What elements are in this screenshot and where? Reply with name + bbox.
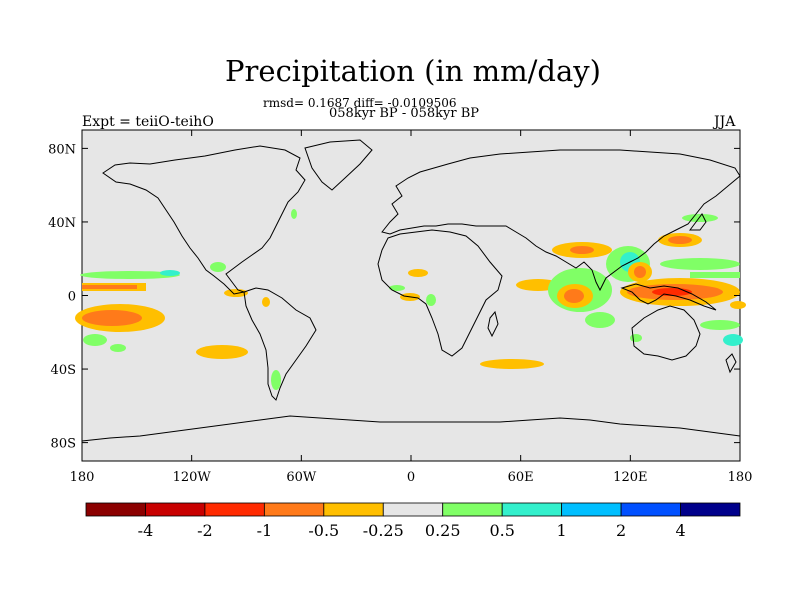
- colorbar-swatch: [442, 502, 503, 517]
- colorbar-swatch: [620, 502, 681, 517]
- lat-tick-label: 0: [68, 290, 76, 305]
- lat-tick-label: 80S: [51, 437, 76, 452]
- coast-australia: [631, 305, 701, 361]
- anomaly-positive-pacific-center: [160, 270, 180, 276]
- coast-madagascar: [487, 310, 499, 338]
- lat-tick-label: 40S: [51, 363, 76, 378]
- anomaly-positive-north-of-japan: [682, 214, 718, 222]
- colorbar-label: 0.25: [425, 521, 461, 540]
- colorbar-label: 4: [675, 521, 685, 540]
- coast-north-america: [102, 145, 306, 295]
- coast-eurasia: [381, 149, 741, 292]
- colorbar-label: -0.25: [363, 521, 404, 540]
- anomaly-negative-sahel: [408, 269, 428, 277]
- anomaly-negative-south-indian: [480, 359, 544, 369]
- anomaly-positive-coral-sea: [723, 334, 743, 346]
- lon-tick-label: 60W: [286, 470, 317, 485]
- anomaly-positive-north-pacific: [80, 271, 180, 279]
- coast-maritime-continent: [620, 283, 717, 311]
- anomaly-negative-south-atlantic-small: [262, 297, 270, 307]
- experiment-label: Expt = teiiO-teihO: [82, 114, 214, 130]
- anomaly-positive-south-west-pacific: [700, 320, 740, 330]
- lat-tick-label: 80N: [48, 142, 76, 157]
- colorbar-label: -1: [257, 521, 273, 540]
- anomaly-negative-southeast-pacific: [196, 345, 248, 359]
- anomaly-positive-west-africa: [426, 294, 436, 306]
- anomaly-positive-south-of-india: [585, 312, 615, 328]
- anomaly-positive-australia-west: [630, 334, 642, 342]
- anomaly-strong-negative-equatorial-pacific: [82, 285, 137, 289]
- coast-south-america: [243, 287, 317, 401]
- anomaly-positive-south-pacific: [83, 334, 107, 346]
- lon-tick-label: 120W: [173, 470, 212, 485]
- colorbar-swatch: [323, 502, 384, 517]
- colorbar-label: 1: [557, 521, 567, 540]
- colorbar: -4 -2 -1 -0.5 -0.25 0.25 0.5 1 2 4: [85, 502, 741, 540]
- anomaly-strong-negative-central-indian: [564, 289, 584, 303]
- anomaly-strong-negative-northwest-pacific: [668, 236, 692, 244]
- lon-tick-label: 0: [407, 470, 415, 485]
- colorbar-label: 0.5: [489, 521, 514, 540]
- anomaly-strong-negative-east-pacific: [82, 310, 142, 326]
- map-plot-area: [75, 129, 746, 462]
- colorbar-swatch: [85, 502, 146, 517]
- coast-antarctica: [81, 415, 741, 442]
- anomaly-positive-west-pacific-north: [660, 258, 740, 270]
- axis-ticks: 180 120W 60W 0 60E 120E 180 80N 40N 0 40S 80S: [48, 130, 752, 485]
- anomaly-positive-central-america: [210, 262, 226, 272]
- period-label: 058kyr BP - 058kyr BP: [329, 106, 480, 121]
- anomaly-positive-mid-atlantic: [389, 285, 405, 291]
- anomaly-negative-southwest-pacific: [730, 301, 746, 309]
- season-label: JJA: [714, 114, 736, 130]
- rmsd-diff-label: rmsd= 0.1687 diff= -0.0109506: [263, 96, 457, 110]
- colorbar-swatch: [680, 502, 741, 517]
- lon-tick-label: 120E: [613, 470, 647, 485]
- map-title: Precipitation (in mm/day): [225, 54, 601, 88]
- lon-tick-label: 180: [728, 470, 753, 485]
- colorbar-swatch: [501, 502, 563, 517]
- colorbar-swatch: [263, 502, 325, 517]
- colorbar-label: -0.5: [308, 521, 339, 540]
- lon-tick-label: 180: [70, 470, 95, 485]
- coast-japan: [689, 213, 707, 231]
- colorbar-label: -2: [197, 521, 213, 540]
- anomaly-positive-patagonia: [271, 370, 281, 390]
- colorbar-swatch: [561, 502, 622, 517]
- anomaly-positive-west-pacific-band: [690, 272, 740, 278]
- coast-africa: [377, 229, 503, 357]
- colorbar-swatch: [382, 502, 444, 517]
- coastlines: [81, 139, 741, 442]
- anomaly-positive-south-pacific-b: [110, 344, 126, 352]
- colorbar-swatch: [204, 502, 265, 517]
- anomaly-strong-negative-arabian-sea: [570, 246, 594, 254]
- anomaly-very-strong-negative-maritime: [652, 288, 692, 296]
- colorbar-swatch: [145, 502, 206, 517]
- anomaly-positive-north-america: [291, 209, 297, 219]
- lon-tick-label: 60E: [508, 470, 534, 485]
- anomaly-strong-negative-philippines: [634, 266, 646, 278]
- colorbar-label: 2: [616, 521, 626, 540]
- lat-tick-label: 40N: [48, 216, 76, 231]
- coast-new-zealand: [725, 353, 737, 374]
- coast-greenland: [304, 139, 373, 191]
- colorbar-label: -4: [138, 521, 154, 540]
